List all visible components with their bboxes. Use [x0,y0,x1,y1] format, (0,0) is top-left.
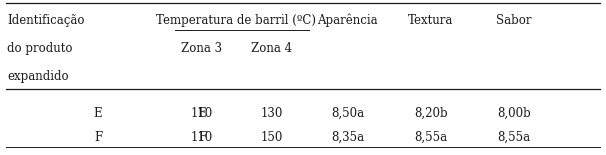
Text: E: E [94,107,102,120]
Text: F: F [94,131,102,144]
Text: expandido: expandido [7,70,69,83]
Text: Sabor: Sabor [496,13,531,27]
Text: 130: 130 [261,107,283,120]
Text: Zona 4: Zona 4 [251,42,292,55]
Text: 8,00b: 8,00b [497,107,531,120]
Text: E: E [198,107,207,120]
Text: 8,55a: 8,55a [498,131,530,144]
Text: 8,20b: 8,20b [414,107,447,120]
Text: 8,35a: 8,35a [331,131,364,144]
Text: Textura: Textura [408,13,453,27]
Text: Aparência: Aparência [317,13,378,27]
Text: F: F [198,131,206,144]
Text: Temperatura de barril (ºC): Temperatura de barril (ºC) [156,13,316,27]
Text: 8,55a: 8,55a [414,131,447,144]
Text: Zona 3: Zona 3 [181,42,222,55]
Text: 110: 110 [191,107,213,120]
Text: Identificação: Identificação [7,13,85,27]
Text: 150: 150 [261,131,283,144]
Text: 8,50a: 8,50a [331,107,364,120]
Text: 110: 110 [191,131,213,144]
Text: do produto: do produto [7,42,73,55]
